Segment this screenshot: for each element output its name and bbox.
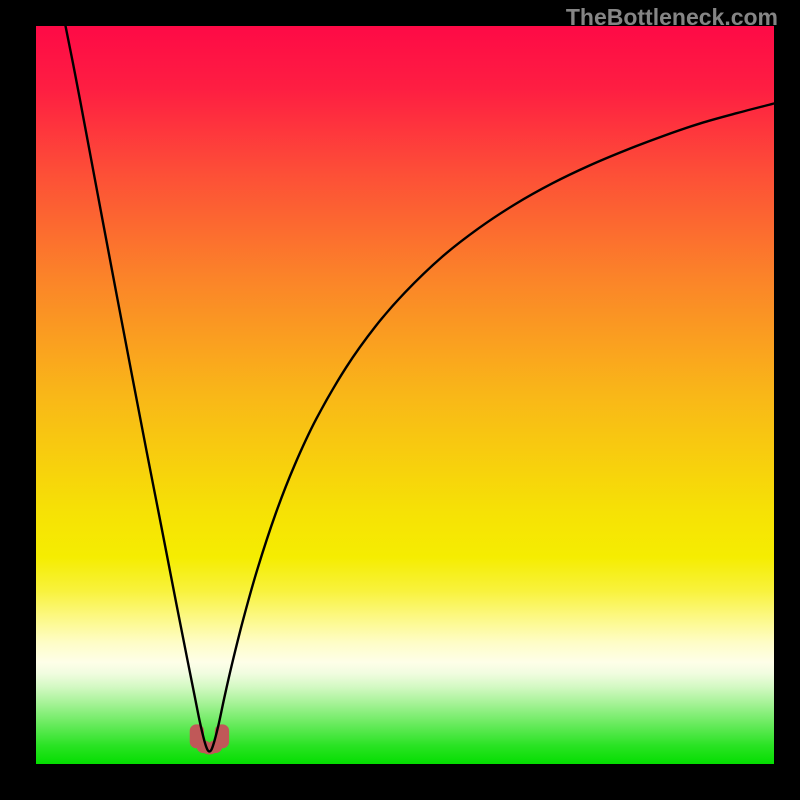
watermark-text: TheBottleneck.com <box>566 4 778 31</box>
bottleneck-chart <box>0 0 800 800</box>
chart-container: TheBottleneck.com <box>0 0 800 800</box>
